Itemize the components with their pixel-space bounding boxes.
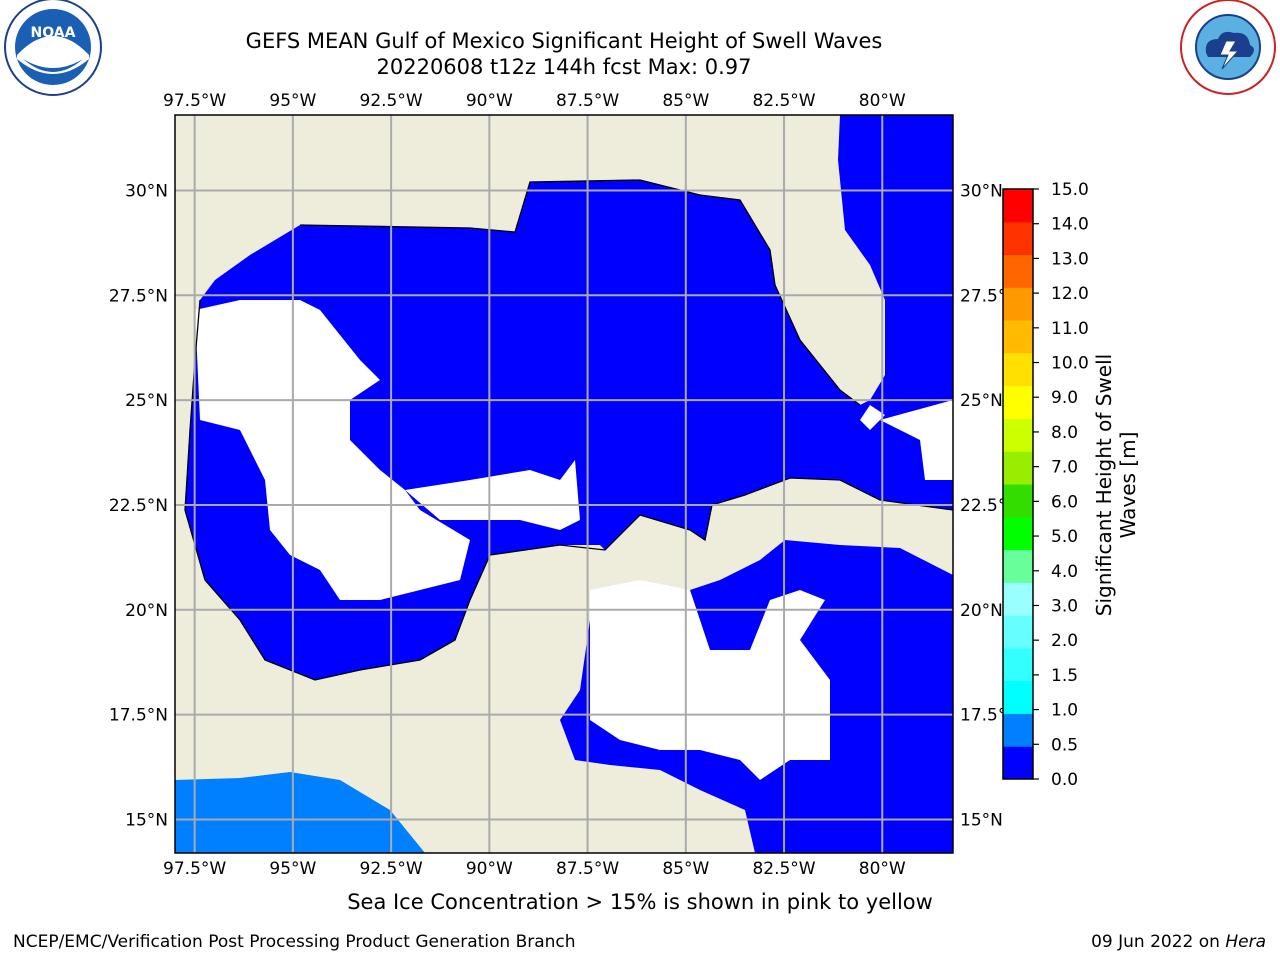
colorbar-segment [1003,647,1033,682]
colorbar-tick-label: 10.0 [1051,354,1089,374]
no-data-region-2 [405,460,580,530]
no-data-region-4 [880,400,953,480]
lon-tick-label-top: 82.5°W [752,91,815,111]
axis-labels: 97.5°W 97.5°W 95°W 95°W 92.5°W 92.5°W 90°W 90°W… [109,91,1019,879]
colorbar-tick-label: 12.0 [1051,284,1089,304]
colorbar-tick-label: 15.0 [1051,180,1089,200]
colorbar-tick-label: 0.0 [1051,770,1078,790]
lat-tick-label-right: 20°N [960,601,1003,621]
coastline [184,179,953,681]
colorbar-tick-label: 1.5 [1051,666,1078,686]
footer-host: Hera [1225,932,1266,952]
colorbar-tick-label: 2.0 [1051,631,1078,651]
lat-tick-label-left: 17.5°N [109,706,168,726]
lat-tick-label-right: 30°N [960,181,1003,201]
lat-tick-label-right: 15°N [960,810,1003,830]
title-line-2: 20220608 t12z 144h fcst Max: 0.97 [376,55,752,79]
lon-tick-label-bottom: 82.5°W [752,859,815,879]
gridlines [175,115,953,853]
sea-ice-note: Sea Ice Concentration > 15% is shown in … [347,890,933,914]
colorbar-tick-label: 4.0 [1051,562,1078,582]
colorbar-label: Significant Height of Swell Waves [m] [1092,353,1140,617]
colorbar-tick-label: 3.0 [1051,596,1078,616]
lat-tick-label-left: 30°N [125,181,168,201]
colorbar-segment [1003,254,1033,288]
title-line-1: GEFS MEAN Gulf of Mexico Significant Hei… [245,29,883,53]
footer-date-text: 09 Jun 2022 on [1091,932,1220,952]
footer-branch: NCEP/EMC/Verification Post Processing Pr… [13,932,576,952]
colorbar: 0.0 0.5 1.0 1.5 2.0 3.0 4.0 5.0 6.0 7.0 8.0 9.0 10.0… [1002,180,1089,790]
lon-tick-label-top: 92.5°W [360,91,423,111]
lon-tick-label-bottom: 85°W [662,859,709,879]
colorbar-segment [1003,746,1033,780]
map-area [175,115,953,853]
no-data-region-5 [860,405,885,430]
lat-tick-label-right: 25°N [960,391,1003,411]
chart-title: GEFS MEAN Gulf of Mexico Significant Hei… [214,28,914,80]
footer-date: 09 Jun 2022 on Hera [1091,932,1266,952]
lon-tick-label-top: 90°W [466,91,513,111]
noaa-logo-text: NOAA [31,25,76,41]
colorbar-segment [1003,352,1033,387]
colorbar-tick-label: 0.5 [1051,735,1078,755]
colorbar-tick-label: 1.0 [1051,701,1078,721]
lon-tick-label-bottom: 80°W [859,859,906,879]
colorbar-segment [1003,582,1033,616]
lon-tick-label-top: 85°W [662,91,709,111]
colorbar-segment [1003,221,1033,256]
colorbar-segment [1003,287,1033,321]
colorbar-tick-label: 6.0 [1051,492,1078,512]
lon-tick-label-top: 97.5°W [163,91,226,111]
lon-tick-label-top: 95°W [269,91,316,111]
colorbar-segment [1003,680,1033,714]
colorbar-segment [1003,549,1033,583]
no-data-region-3 [590,580,830,780]
colorbar-segment [1003,320,1033,354]
colorbar-segment [1003,451,1033,485]
lon-tick-label-bottom: 95°W [269,859,316,879]
nws-logo [1180,0,1276,95]
lon-tick-label-top: 80°W [859,91,906,111]
colorbar-segment [1003,418,1033,452]
colorbar-segment [1003,189,1033,223]
lon-tick-label-top: 87.5°W [556,91,619,111]
colorbar-segment [1003,516,1033,551]
lon-tick-label-bottom: 92.5°W [360,859,423,879]
colorbar-segment [1003,484,1033,518]
lat-tick-label-left: 27.5°N [109,286,168,306]
colorbar-segment [1003,615,1033,649]
noaa-logo: NOAA [4,0,102,96]
lat-tick-label-left: 20°N [125,601,168,621]
colorbar-tick-label: 9.0 [1051,388,1078,408]
colorbar-tick-label: 5.0 [1051,527,1078,547]
map-frame [174,114,954,854]
colorbar-tick-label: 14.0 [1051,215,1089,235]
colorbar-tick-label: 11.0 [1051,319,1089,339]
lon-tick-label-bottom: 97.5°W [163,859,226,879]
colorbar-segment [1003,385,1033,419]
pacific-ocean [175,772,425,853]
colorbar-tick-label: 7.0 [1051,458,1078,478]
ocean-layer [175,115,953,853]
lat-tick-label-left: 25°N [125,391,168,411]
colorbar-segment [1003,713,1033,747]
colorbar-tick-label: 13.0 [1051,249,1089,269]
lon-tick-label-bottom: 87.5°W [556,859,619,879]
lat-tick-label-left: 22.5°N [109,496,168,516]
colorbar-frame [1002,188,1034,780]
lat-tick-label-left: 15°N [125,810,168,830]
lon-tick-label-bottom: 90°W [466,859,513,879]
colorbar-tick-label: 8.0 [1051,423,1078,443]
no-data-region-1 [195,300,470,600]
